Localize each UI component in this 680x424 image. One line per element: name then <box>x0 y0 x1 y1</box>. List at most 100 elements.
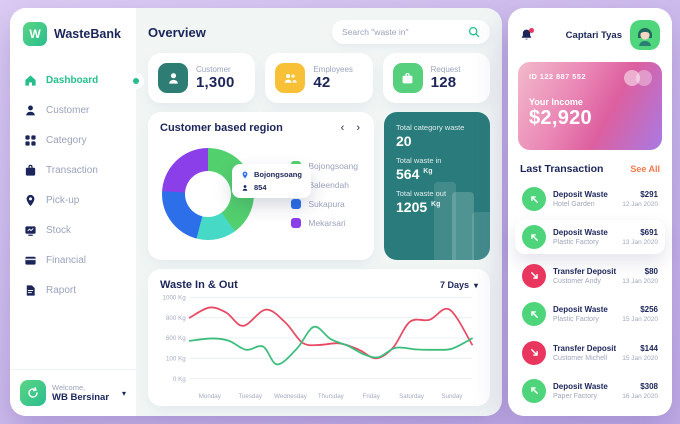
svg-text:0 Kg: 0 Kg <box>173 376 186 383</box>
see-all-link[interactable]: See All <box>630 164 660 174</box>
sidebar-item-customer[interactable]: Customer <box>10 96 136 125</box>
waste-line-chart: 1000 Kg 800 Kg 600 Kg 100 Kg 0 Kg Monday Tuesd… <box>163 294 473 400</box>
total-category-value: 20 <box>396 133 412 149</box>
transaction-party: Customer Michell <box>553 354 608 362</box>
chevron-down-icon[interactable]: ▾ <box>121 388 126 398</box>
arrow-up-left-icon <box>530 234 538 241</box>
person-icon <box>242 184 248 191</box>
donut-tooltip: Bojongsoang 854 <box>232 164 311 198</box>
transaction-amount: $80 <box>644 266 658 276</box>
stock-icon <box>25 226 36 236</box>
sidebar-item-raport[interactable]: Raport <box>10 276 136 305</box>
search-bar <box>332 20 490 44</box>
search-input[interactable] <box>342 27 462 37</box>
transaction-texts: Deposit Waste Plastic Factory <box>553 228 615 246</box>
customer-stat-icon <box>158 63 188 93</box>
user-icon <box>26 105 35 116</box>
transaction-row[interactable]: Deposit Waste Hotel Garden $291 12 Jan 2… <box>518 182 662 216</box>
transaction-meta: $144 15 Jan 2020 <box>622 344 658 362</box>
dashboard-card: W WasteBank Dashboard Customer Category … <box>10 8 502 416</box>
welcome-label: Welcome, <box>52 383 86 392</box>
transaction-meta: $691 13 Jan 2020 <box>622 228 658 246</box>
content-header: Overview <box>148 20 490 44</box>
legend-label: Mekarsari <box>308 217 346 228</box>
page-title: Overview <box>148 24 206 40</box>
sidebar-menu: Dashboard Customer Category Transaction … <box>10 66 144 369</box>
employees-stat-icon <box>275 63 306 93</box>
bell-icon <box>521 29 532 40</box>
active-indicator-dot <box>128 72 144 89</box>
waste-in-label: Total waste in <box>396 156 442 165</box>
transaction-type: Transfer Deposit <box>553 343 617 353</box>
transaction-direction-icon <box>522 225 546 250</box>
transaction-row[interactable]: Deposit Waste Paper Factory $308 16 Jan … <box>518 374 662 408</box>
transaction-type: Deposit Waste <box>553 381 608 391</box>
svg-text:Tuesday: Tuesday <box>238 393 262 400</box>
transaction-texts: Transfer Deposit Customer Michell <box>553 343 617 362</box>
stat-card-request: Request 128 <box>382 53 490 103</box>
middle-row: Customer based region ‹ › Bojongsoang <box>148 112 490 260</box>
search-icon[interactable] <box>468 26 480 38</box>
arrow-up-left-icon <box>530 310 538 318</box>
card-brand-icon <box>624 70 652 86</box>
arrow-down-right-icon <box>530 349 538 356</box>
stat-texts: Customer 1,300 <box>196 65 235 91</box>
notifications-button[interactable] <box>520 27 534 43</box>
series-waste-out <box>188 306 473 360</box>
arrow-down-right-icon <box>530 272 538 280</box>
waste-out-value: 1205 Kg <box>396 199 441 215</box>
sidebar-item-label: Category <box>46 135 87 146</box>
transaction-row[interactable]: Transfer Deposit Customer Michell $144 1… <box>518 336 662 370</box>
transaction-row[interactable]: Transfer Deposit Customer Andy $80 13 Ja… <box>518 259 662 293</box>
sidebar-item-pickup[interactable]: Pick-up <box>10 186 136 215</box>
region-card-title: Customer based region <box>160 122 283 134</box>
sidebar-item-transaction[interactable]: Transaction <box>10 156 136 185</box>
stat-label: Request <box>430 65 461 74</box>
region-pager: ‹ › <box>341 122 362 134</box>
app-name: WasteBank <box>54 27 121 41</box>
transaction-texts: Deposit Waste Hotel Garden <box>553 190 615 208</box>
total-category-label: Total category waste <box>396 123 465 132</box>
transaction-amount: $144 <box>640 343 658 353</box>
transaction-type: Deposit Waste <box>553 305 608 315</box>
range-dropdown[interactable]: 7 Days ▾ <box>440 280 478 290</box>
chevron-right-icon[interactable]: › <box>356 122 360 134</box>
main-content: Overview Customer 1,300 <box>136 8 502 416</box>
svg-text:Sunday: Sunday <box>441 393 463 400</box>
series-waste-in <box>188 325 473 366</box>
home-icon <box>25 75 36 86</box>
svg-text:100 Kg: 100 Kg <box>166 355 186 362</box>
user-avatar[interactable] <box>630 20 660 50</box>
chevron-left-icon[interactable]: ‹ <box>340 122 345 134</box>
sidebar-item-financial[interactable]: Financial <box>10 246 136 275</box>
sidebar-item-dashboard[interactable]: Dashboard <box>10 66 144 95</box>
transactions-list: Deposit Waste Hotel Garden $291 12 Jan 2… <box>515 182 665 408</box>
transaction-row[interactable]: Deposit Waste Plastic Factory $691 13 Ja… <box>515 220 665 255</box>
decorative-bars <box>420 180 490 260</box>
transaction-row[interactable]: Deposit Waste Plastic Factory $256 15 Ja… <box>518 297 662 331</box>
transaction-date: 13 Jan 2020 <box>622 239 658 247</box>
bag-icon <box>25 164 36 176</box>
transaction-meta: $256 15 Jan 2020 <box>622 305 658 323</box>
profile-switcher[interactable]: Welcome, WB Bersinar ▾ <box>10 369 136 408</box>
sidebar-item-category[interactable]: Category <box>10 126 136 155</box>
sidebar-item-stock[interactable]: Stock <box>10 216 136 245</box>
waste-out-label: Total waste out <box>396 189 447 198</box>
transaction-texts: Transfer Deposit Customer Andy <box>553 267 616 285</box>
legend-label: Bojongsoang <box>308 160 358 171</box>
profile-texts: Welcome, WB Bersinar <box>52 383 116 403</box>
income-card: ID 122 887 552 Your Income $2,920 <box>518 62 662 150</box>
svg-text:Monday: Monday <box>199 393 222 400</box>
transaction-amount: $308 <box>640 381 658 391</box>
wallet-icon <box>25 256 36 265</box>
report-icon <box>26 285 35 296</box>
legend-label: Sukapura <box>308 198 345 209</box>
svg-text:Friday: Friday <box>363 393 381 400</box>
stat-value: 42 <box>313 74 331 91</box>
sidebar-item-label: Dashboard <box>46 75 99 86</box>
tooltip-value-row: 854 <box>241 183 302 192</box>
income-label: Your Income <box>529 97 583 107</box>
transaction-date: 16 Jan 2020 <box>622 392 658 400</box>
grid-icon <box>25 135 36 146</box>
transaction-direction-icon <box>522 187 546 211</box>
